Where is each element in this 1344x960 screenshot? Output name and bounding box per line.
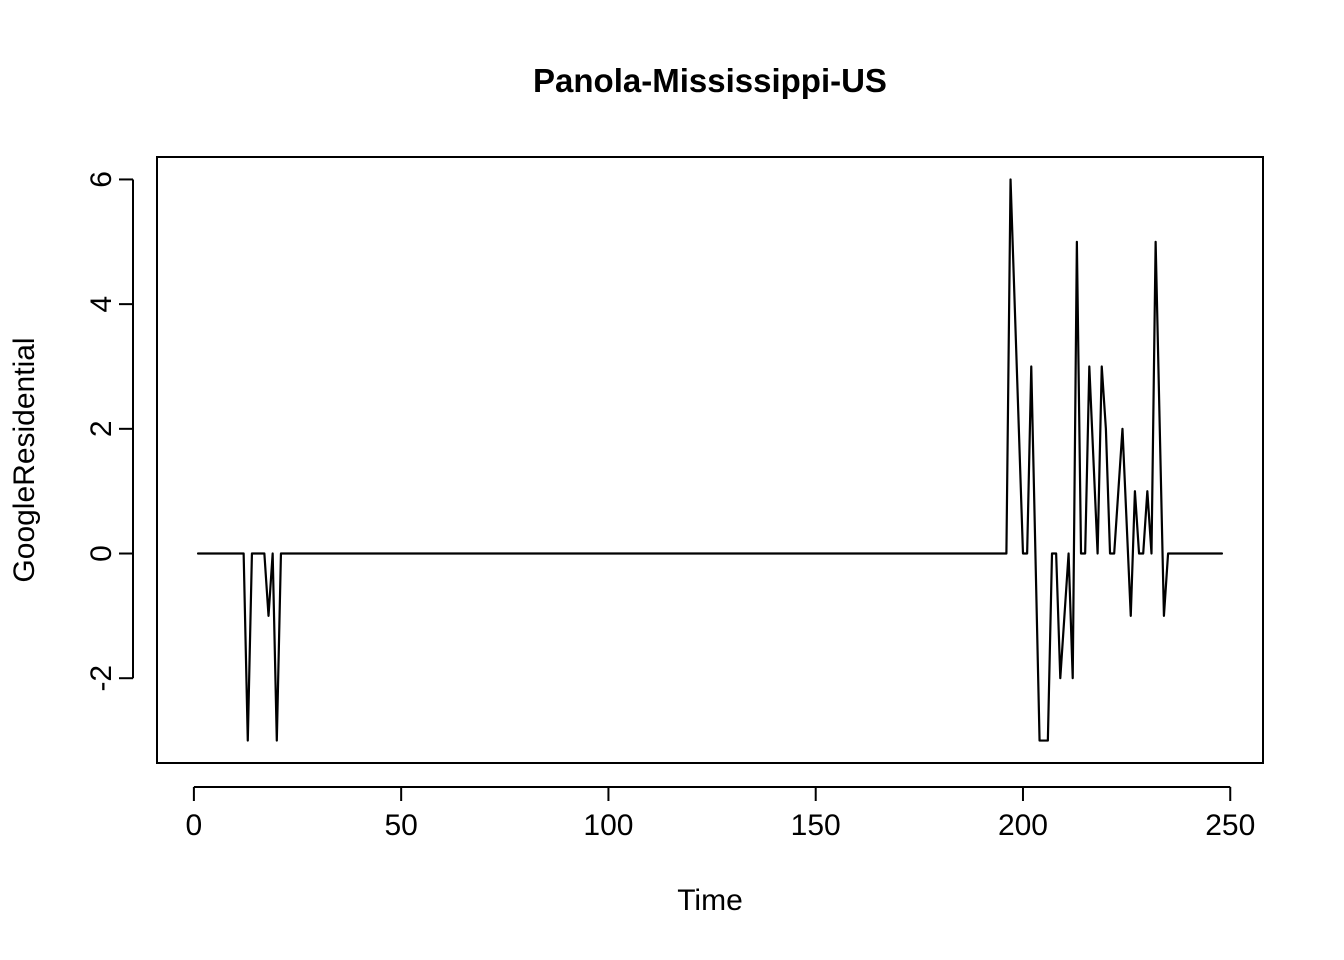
x-tick-label: 100 — [583, 809, 633, 842]
series-line — [196, 178, 1224, 742]
x-axis-label: Time — [677, 884, 743, 917]
y-tick-label: 6 — [85, 171, 118, 188]
x-axis: 0 50 100 150 200 250 — [186, 786, 1255, 842]
y-tick-label: 4 — [85, 296, 118, 313]
x-tick-label: 250 — [1205, 809, 1255, 842]
y-tick-label: -2 — [85, 665, 118, 692]
chart-title: Panola-Mississippi-US — [533, 62, 887, 99]
y-axis: -2 0 2 4 6 — [85, 171, 134, 692]
x-tick-label: 50 — [384, 809, 417, 842]
x-tick-label: 150 — [791, 809, 841, 842]
y-axis-label: GoogleResidential — [8, 337, 41, 582]
plot-frame — [156, 156, 1264, 764]
y-tick-label: 2 — [85, 420, 118, 437]
x-tick-label: 0 — [186, 809, 203, 842]
x-tick-label: 200 — [998, 809, 1048, 842]
y-tick-label: 0 — [85, 545, 118, 562]
